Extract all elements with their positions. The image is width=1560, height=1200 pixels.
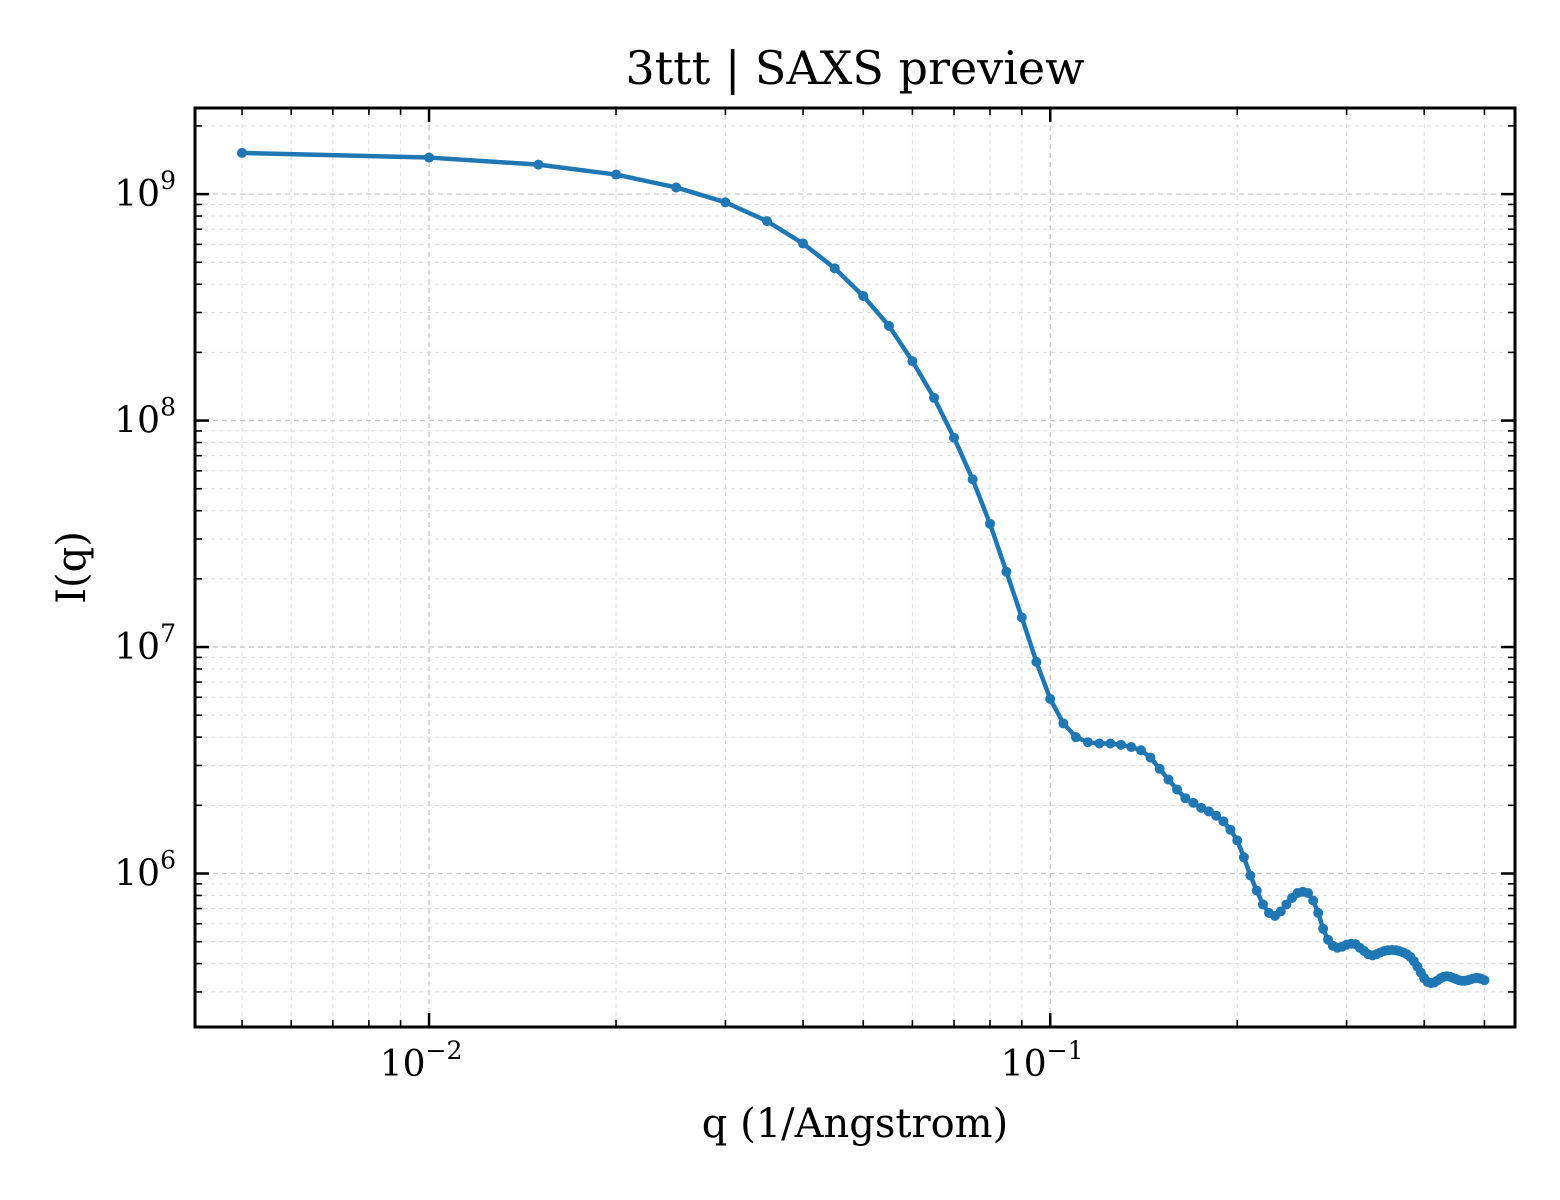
- data-point: [1154, 763, 1165, 774]
- data-point: [237, 147, 248, 158]
- data-point: [1116, 739, 1127, 750]
- data-point: [1218, 816, 1229, 827]
- data-point: [1058, 718, 1069, 729]
- data-point: [1225, 824, 1236, 835]
- y-axis-label: I(q): [49, 531, 95, 604]
- series-layer: [237, 147, 1490, 989]
- data-point: [1303, 888, 1314, 899]
- data-point: [1196, 802, 1207, 813]
- data-point: [1136, 745, 1146, 756]
- x-tick-label: 10−2: [380, 1036, 463, 1085]
- data-point: [1275, 906, 1286, 917]
- data-point: [762, 216, 773, 227]
- data-point: [1045, 693, 1056, 704]
- data-point: [1001, 566, 1012, 577]
- data-point: [1281, 899, 1292, 910]
- data-point: [1479, 975, 1490, 986]
- axis-ticks: [195, 108, 1515, 1027]
- tick-labels: 10−2 10−1 106 107 108 109: [114, 166, 1083, 1085]
- data-point: [533, 159, 544, 170]
- data-point: [1105, 738, 1116, 749]
- data-point: [1163, 774, 1174, 785]
- data-point: [949, 432, 960, 443]
- data-point: [1245, 870, 1256, 881]
- x-tick-label: 10−1: [1001, 1036, 1084, 1085]
- data-point: [1188, 797, 1199, 808]
- data-point: [1031, 656, 1042, 667]
- data-point: [1257, 899, 1268, 910]
- grid: [195, 108, 1515, 1027]
- data-point: [424, 152, 435, 163]
- data-point: [1232, 835, 1243, 846]
- data-point: [1238, 852, 1249, 863]
- data-point: [671, 182, 682, 193]
- data-point: [929, 392, 940, 403]
- y-tick-label: 106: [114, 846, 176, 895]
- data-point: [1308, 895, 1319, 906]
- data-point: [1016, 612, 1027, 623]
- data-point: [883, 320, 894, 331]
- data-point: [1094, 738, 1105, 749]
- y-tick-label: 109: [114, 166, 176, 215]
- data-point: [1313, 907, 1324, 918]
- data-point: [985, 518, 996, 529]
- data-point: [1180, 793, 1191, 804]
- y-tick-label: 107: [114, 619, 176, 668]
- data-point: [611, 169, 622, 180]
- plot-frame: [193, 106, 1517, 1029]
- data-point: [1082, 737, 1093, 748]
- data-point: [1145, 752, 1156, 763]
- data-point: [1211, 810, 1222, 821]
- x-axis-label: q (1/Angstrom): [702, 1101, 1008, 1147]
- data-point: [829, 263, 840, 274]
- data-point: [1318, 923, 1329, 934]
- data-point: [798, 238, 809, 249]
- data-point: [967, 474, 978, 485]
- data-point: [1126, 741, 1137, 752]
- data-point: [720, 197, 731, 208]
- data-point: [907, 356, 918, 367]
- data-point: [1070, 732, 1081, 743]
- data-point: [858, 290, 869, 301]
- y-tick-label: 108: [114, 393, 176, 442]
- data-point: [1251, 885, 1262, 896]
- chart-title: 3ttt | SAXS preview: [625, 41, 1084, 95]
- data-point: [1203, 806, 1214, 817]
- data-point: [1172, 784, 1183, 795]
